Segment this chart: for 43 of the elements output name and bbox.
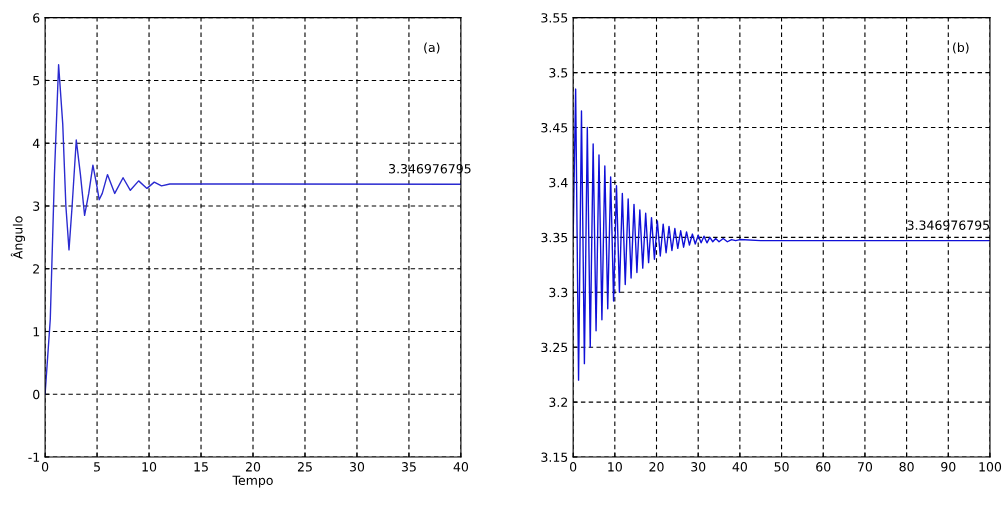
y-tick-label: 3.2	[549, 397, 568, 408]
y-axis-title: Ângulo	[10, 216, 25, 259]
x-tick-label: 5	[94, 462, 100, 472]
y-tick-label: -1	[28, 452, 40, 462]
x-tick-label: 30	[691, 462, 706, 472]
x-tick-label: 100	[979, 462, 1002, 472]
y-tick-label: 4	[32, 138, 40, 148]
x-tick-label: 25	[297, 462, 312, 472]
x-tick-label: 50	[774, 462, 789, 472]
y-tick-label: 3.55	[541, 13, 568, 23]
y-tick-label: 3.45	[541, 122, 568, 133]
y-tick-label: 3.5	[549, 68, 568, 78]
y-tick-label: 5	[33, 76, 40, 86]
y-tick-label: 6	[33, 13, 40, 23]
x-tick-label: 60	[816, 462, 831, 472]
y-tick-label: 3.15	[541, 452, 568, 462]
x-tick-label: 20	[245, 462, 261, 472]
y-tick-label: 1	[33, 327, 40, 337]
x-tick-label: 90	[941, 462, 956, 472]
y-tick-label: 3.35	[541, 232, 568, 243]
x-tick-label: 70	[858, 462, 873, 472]
x-tick-label: 10	[142, 462, 157, 472]
x-tick-label: 10	[608, 462, 622, 472]
x-tick-label: 30	[349, 462, 365, 472]
x-tick-label: 15	[194, 462, 208, 472]
x-tick-label: 40	[732, 462, 747, 472]
y-tick-label: 3.3	[549, 287, 568, 298]
annotation: 3.346976795	[907, 220, 990, 230]
x-tick-label: 0	[41, 462, 49, 472]
y-tick-label: 2	[33, 264, 39, 274]
x-tick-label: 20	[649, 462, 664, 472]
x-tick-label: 80	[899, 462, 914, 472]
y-tick-label: 0	[33, 389, 40, 400]
y-tick-label: 3.25	[541, 342, 568, 353]
x-tick-label: 35	[401, 462, 416, 472]
y-tick-label: 3	[33, 201, 40, 211]
annotation: (b)	[953, 42, 969, 54]
x-tick-label: 40	[453, 462, 469, 472]
x-tick-label: 0	[569, 462, 577, 472]
line-series	[573, 88, 990, 381]
y-tick-label: 3.4	[549, 177, 568, 188]
annotation: (a)	[424, 42, 440, 54]
x-axis-title: Tempo	[232, 475, 273, 488]
